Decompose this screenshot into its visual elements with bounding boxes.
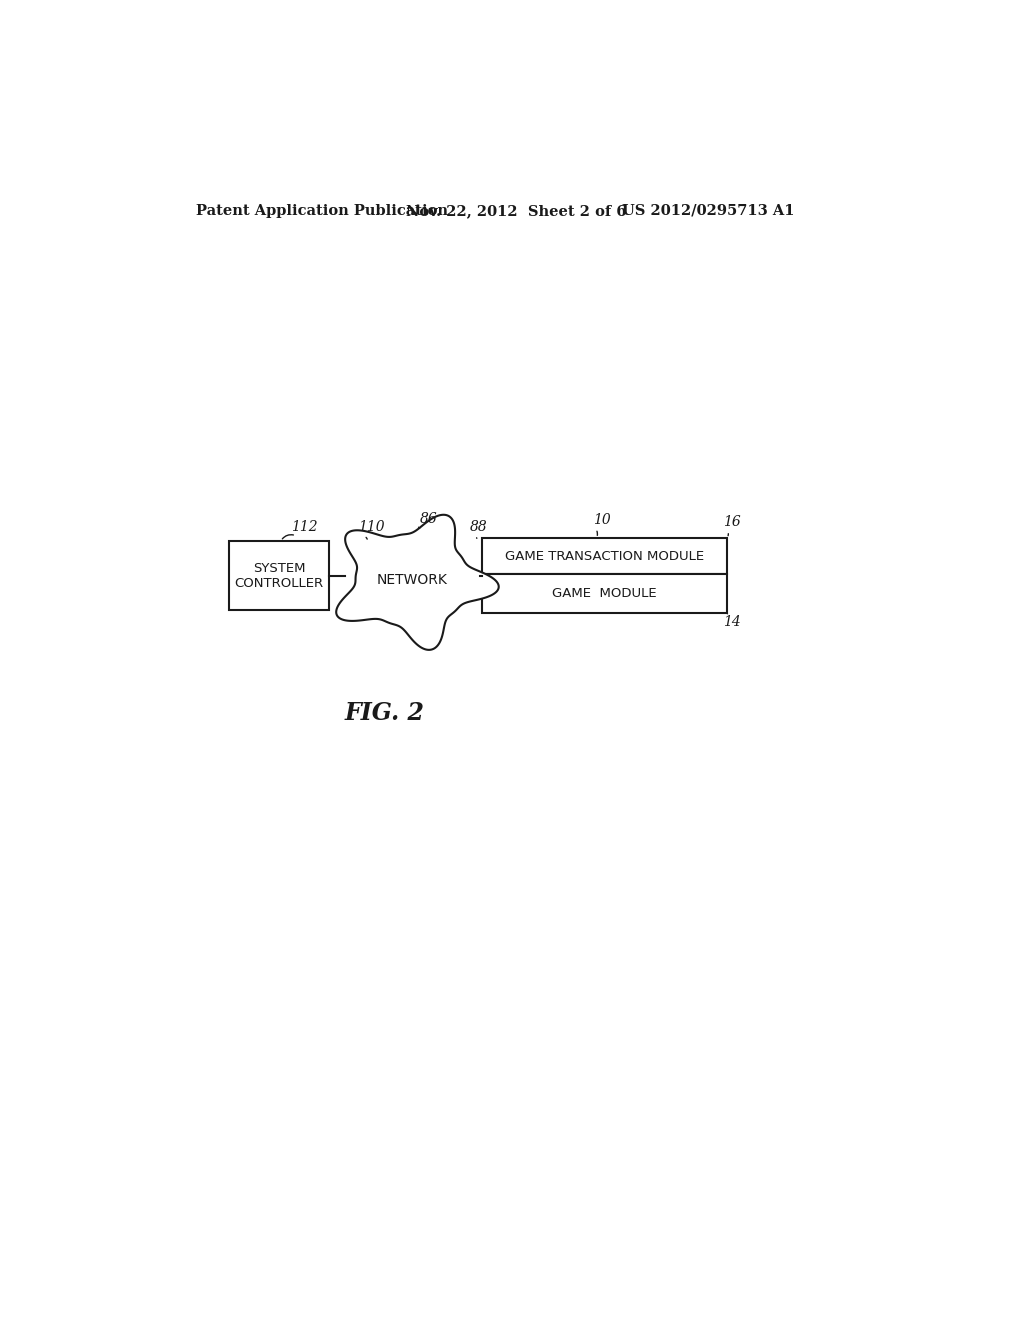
- Text: SYSTEM
CONTROLLER: SYSTEM CONTROLLER: [234, 562, 324, 590]
- Text: US 2012/0295713 A1: US 2012/0295713 A1: [622, 203, 795, 218]
- Text: GAME TRANSACTION MODULE: GAME TRANSACTION MODULE: [505, 549, 703, 562]
- Text: 10: 10: [593, 513, 610, 527]
- Text: Patent Application Publication: Patent Application Publication: [196, 203, 449, 218]
- Bar: [481, 574, 727, 612]
- Bar: [229, 541, 330, 610]
- Text: GAME  MODULE: GAME MODULE: [552, 587, 656, 601]
- Text: 14: 14: [724, 615, 741, 630]
- Text: NETWORK: NETWORK: [377, 573, 447, 587]
- Text: 112: 112: [291, 520, 317, 535]
- Text: 16: 16: [724, 515, 741, 529]
- Text: 88: 88: [469, 520, 487, 535]
- Text: 110: 110: [357, 520, 384, 535]
- Bar: [481, 539, 727, 574]
- Text: 86: 86: [419, 512, 437, 525]
- Text: FIG. 2: FIG. 2: [345, 701, 425, 725]
- PathPatch shape: [336, 515, 499, 649]
- Text: Nov. 22, 2012  Sheet 2 of 6: Nov. 22, 2012 Sheet 2 of 6: [407, 203, 627, 218]
